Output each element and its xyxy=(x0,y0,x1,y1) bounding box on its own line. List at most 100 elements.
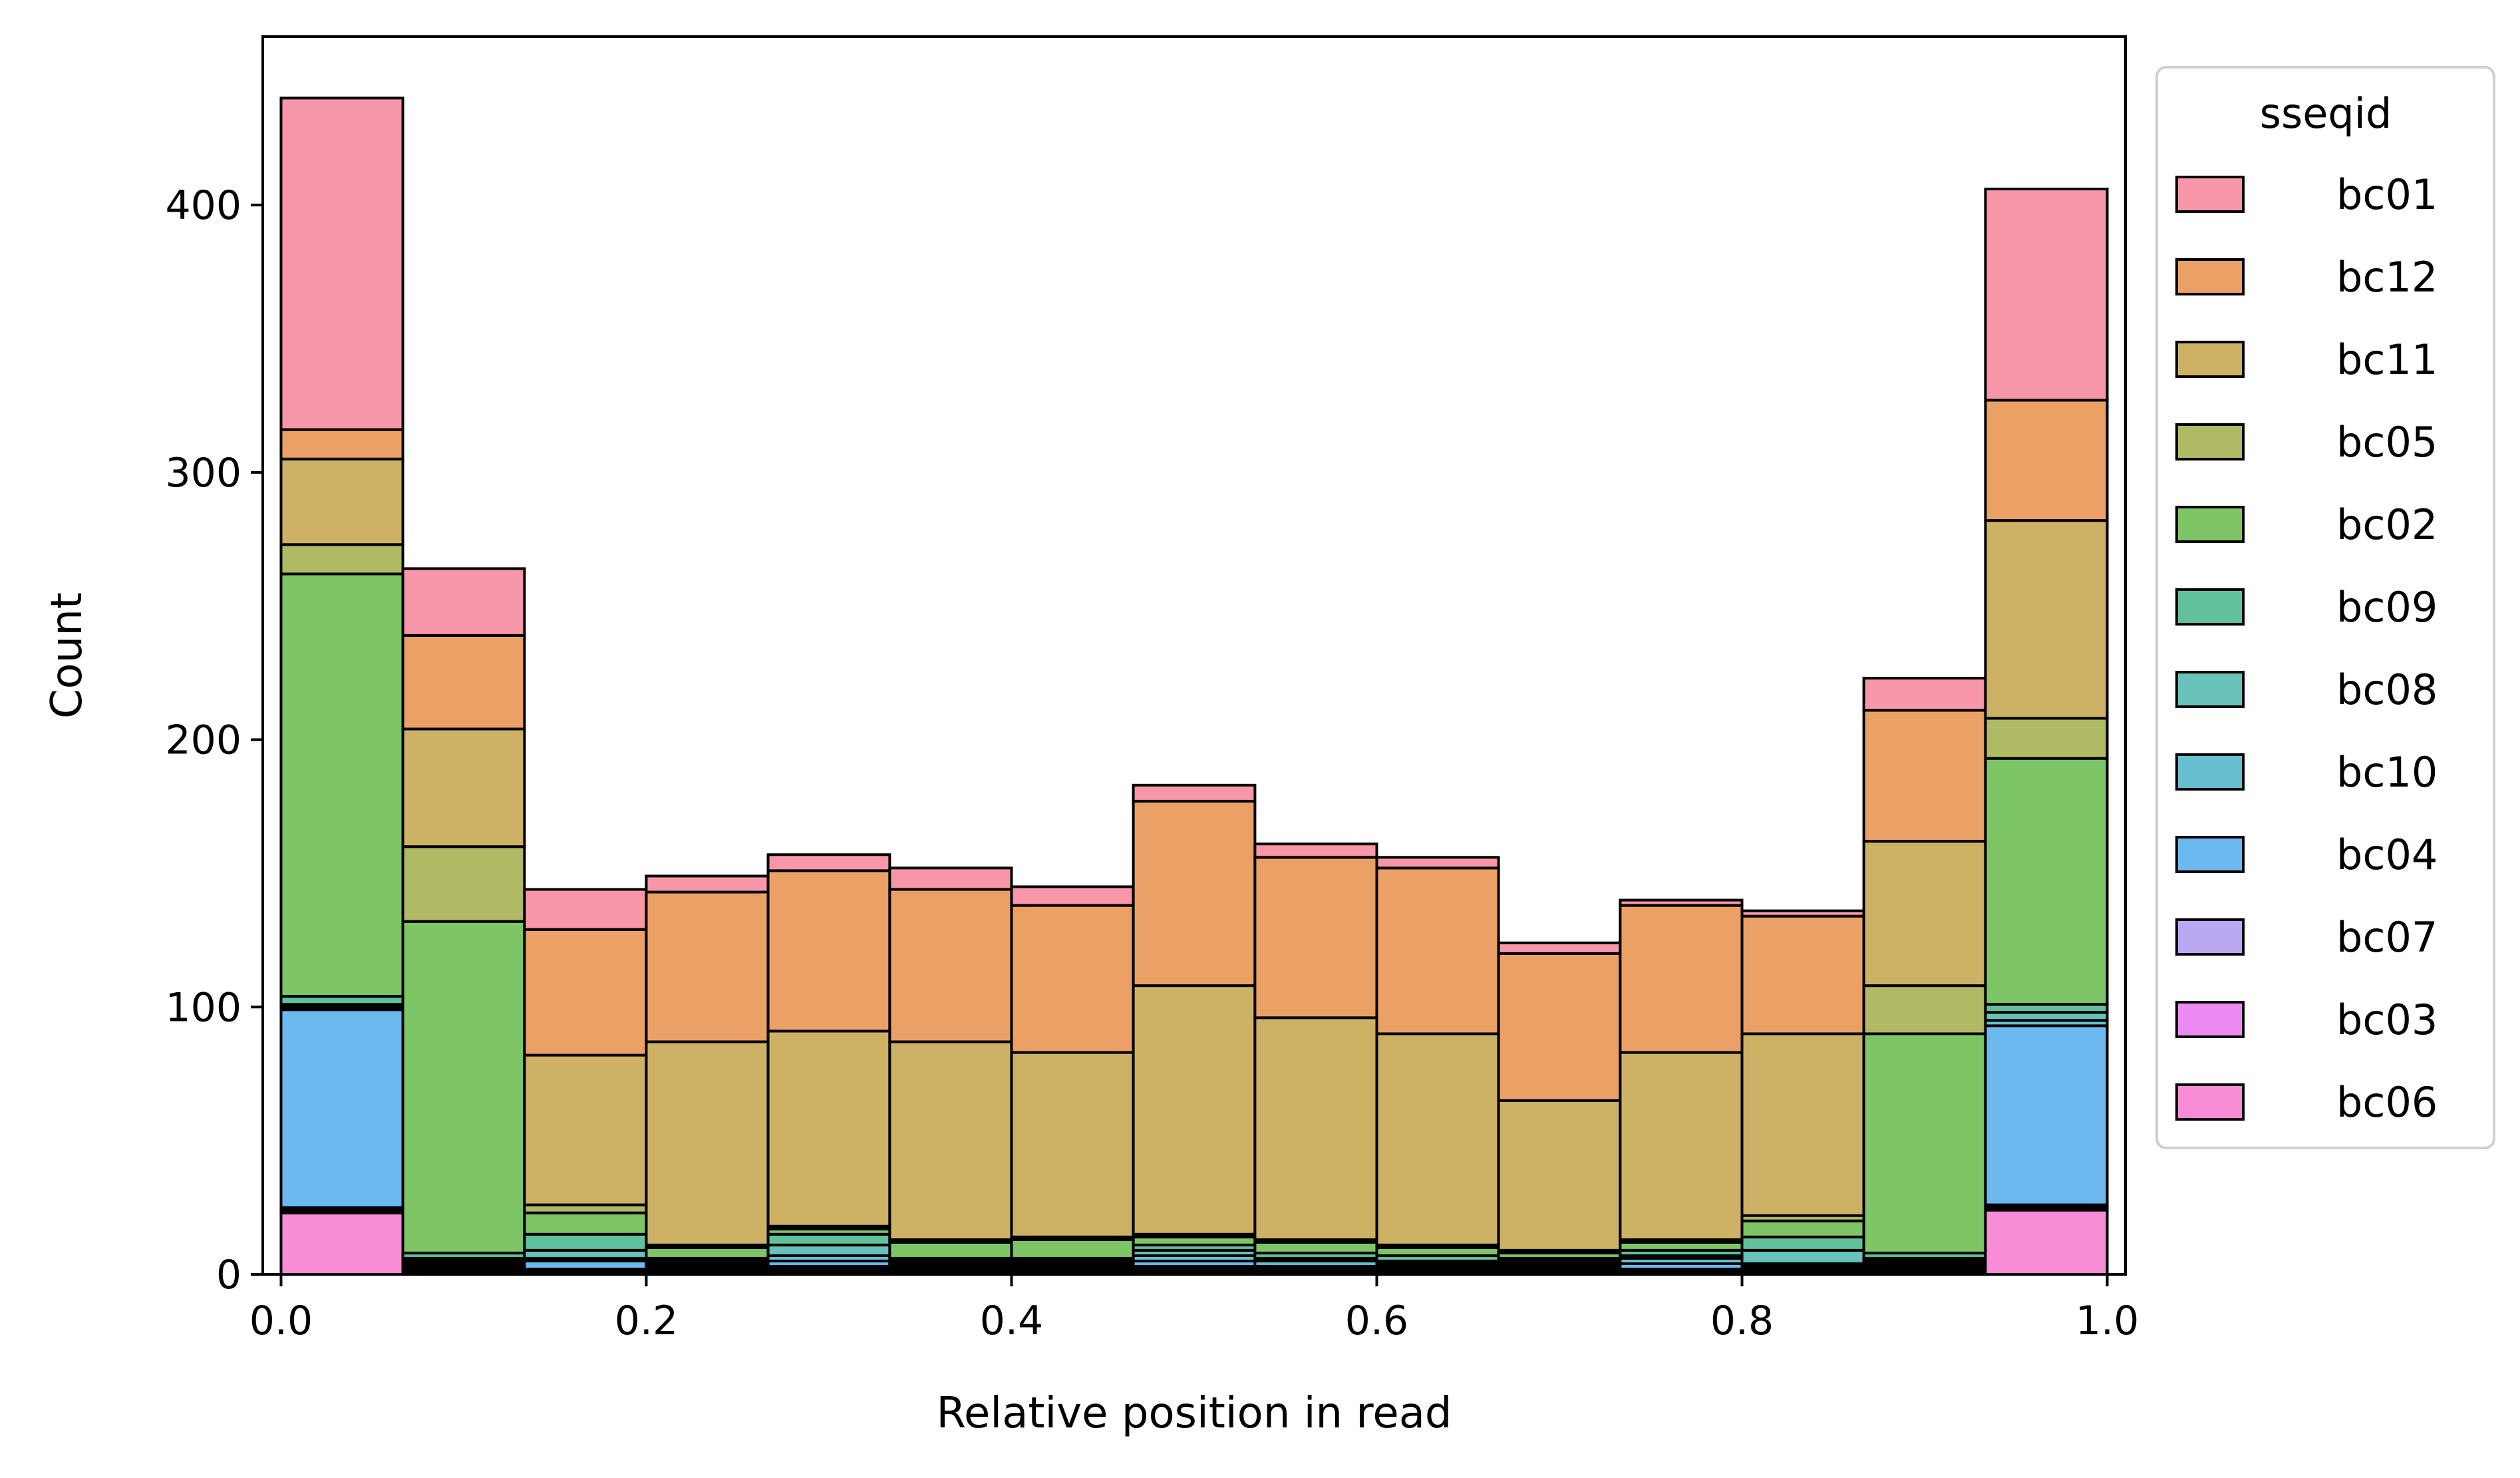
legend-label-bc06: bc06 xyxy=(2336,1078,2438,1127)
bar-bc01-bin-7 xyxy=(1010,885,1135,907)
bar-bc09-bin-13 xyxy=(1740,1235,1865,1252)
legend-label-bc01: bc01 xyxy=(2336,170,2438,219)
bar-bc12-bin-7 xyxy=(1010,904,1135,1054)
bar-bc02-bin-9 xyxy=(1253,1240,1378,1254)
legend-swatch-bc04 xyxy=(2175,836,2245,873)
y-axis-ticks: 0 100 200 300 400 xyxy=(165,182,263,1298)
bar-bc12-bin-8 xyxy=(1132,799,1257,988)
bar-bc12-bin-1 xyxy=(279,428,404,461)
bar-bc05-bin-2 xyxy=(401,845,526,923)
legend-label-bc09: bc09 xyxy=(2336,583,2438,632)
bar-bc11-bin-7 xyxy=(1010,1051,1135,1238)
bar-bc11-bin-10 xyxy=(1375,1032,1500,1246)
legend-frame xyxy=(2155,66,2495,1149)
legend-label-bc05: bc05 xyxy=(2336,418,2438,466)
bar-bc05-bin-15 xyxy=(1984,717,2109,760)
legend-swatch-bc07 xyxy=(2175,918,2245,956)
x-tick-label: 0.8 xyxy=(1710,1298,1774,1344)
bar-bc11-bin-5 xyxy=(766,1029,891,1228)
legend-swatch-bc10 xyxy=(2175,753,2245,791)
y-tick-label: 200 xyxy=(165,717,241,764)
bar-bc02-bin-15 xyxy=(1984,757,2109,1006)
bar-bc02-bin-4 xyxy=(645,1246,770,1260)
legend-items: bc01 bc12 bc11 bc05 bc02 bc09 bc08 bc10 bc04 bc07… xyxy=(2175,170,2438,1127)
legend-label-bc02: bc02 xyxy=(2336,500,2438,549)
bar-bc06-bin-1 xyxy=(279,1211,404,1276)
bar-bc11-bin-6 xyxy=(888,1040,1013,1241)
legend-label-bc04: bc04 xyxy=(2336,831,2438,879)
bar-bc01-bin-3 xyxy=(523,888,648,931)
histogram-bars xyxy=(279,96,2109,1276)
bar-bc04-bin-15 xyxy=(1984,1024,2109,1206)
bar-bc01-bin-5 xyxy=(766,853,891,872)
bar-bc01-bin-13 xyxy=(1740,909,1865,918)
x-tick-label: 0.4 xyxy=(980,1298,1043,1344)
legend-label-bc07: bc07 xyxy=(2336,913,2438,962)
legend-title: sseqid xyxy=(2260,89,2392,138)
bar-bc12-bin-13 xyxy=(1740,914,1865,1035)
bar-bc08-bin-5 xyxy=(766,1243,891,1257)
bar-bc01-bin-14 xyxy=(1862,677,1987,712)
bar-bc04-bin-1 xyxy=(279,1008,404,1209)
x-tick-label: 0.0 xyxy=(249,1298,313,1344)
bar-bc05-bin-14 xyxy=(1862,984,1987,1035)
bar-bc02-bin-6 xyxy=(888,1240,1013,1260)
bar-bc12-bin-15 xyxy=(1984,399,2109,522)
y-tick-label: 0 xyxy=(216,1252,241,1298)
legend: sseqid bc01bc12bc11bc05bc02bc09bc08bc10b… xyxy=(2155,66,2495,1149)
y-axis-label: Count xyxy=(43,592,92,719)
bar-bc12-bin-10 xyxy=(1375,866,1500,1035)
bar-bc11-bin-9 xyxy=(1253,1016,1378,1241)
bar-bc02-bin-14 xyxy=(1862,1032,1987,1254)
x-tick-label: 0.6 xyxy=(1345,1298,1408,1344)
bar-bc12-bin-11 xyxy=(1497,952,1622,1102)
bar-bc11-bin-11 xyxy=(1497,1099,1622,1252)
y-tick-label: 400 xyxy=(165,182,241,229)
bar-bc12-bin-2 xyxy=(401,634,526,731)
bar-bc01-bin-9 xyxy=(1253,842,1378,859)
bar-bc08-bin-13 xyxy=(1740,1248,1865,1265)
bar-bc01-bin-10 xyxy=(1375,856,1500,870)
bar-bc01-bin-1 xyxy=(279,96,404,431)
legend-swatch-bc09 xyxy=(2175,588,2245,626)
bar-bc02-bin-2 xyxy=(401,920,526,1254)
bar-bc11-bin-4 xyxy=(645,1040,770,1246)
bar-bc01-bin-12 xyxy=(1619,898,1744,907)
y-tick-label: 300 xyxy=(165,450,241,496)
bar-bc11-bin-13 xyxy=(1740,1032,1865,1217)
bar-bc12-bin-4 xyxy=(645,890,770,1043)
bar-bc12-bin-12 xyxy=(1619,904,1744,1054)
bar-bc11-bin-1 xyxy=(279,457,404,546)
bar-bc09-bin-3 xyxy=(523,1232,648,1252)
y-tick-label: 100 xyxy=(165,984,241,1031)
legend-label-bc11: bc11 xyxy=(2336,335,2438,384)
bar-bc12-bin-14 xyxy=(1862,709,1987,843)
bar-bc02-bin-13 xyxy=(1740,1219,1865,1238)
legend-label-bc10: bc10 xyxy=(2336,748,2438,797)
plot-area-frame xyxy=(261,35,2127,1276)
x-axis-ticks: 0.0 0.2 0.4 0.6 0.8 1.0 xyxy=(249,1274,2139,1344)
bar-bc06-bin-15 xyxy=(1984,1208,2109,1276)
bar-bc01-bin-15 xyxy=(1984,187,2109,402)
legend-swatch-bc12 xyxy=(2175,258,2245,295)
bar-bc02-bin-7 xyxy=(1010,1238,1135,1260)
bar-bc01-bin-6 xyxy=(888,866,1013,891)
x-axis-label: Relative position in read xyxy=(936,1389,1452,1438)
legend-swatch-bc02 xyxy=(2175,506,2245,543)
legend-label-bc03: bc03 xyxy=(2336,996,2438,1044)
x-tick-label: 0.2 xyxy=(615,1298,678,1344)
bar-bc05-bin-1 xyxy=(279,543,404,576)
bar-bc11-bin-14 xyxy=(1862,840,1987,988)
legend-label-bc12: bc12 xyxy=(2336,253,2438,301)
bar-bc01-bin-4 xyxy=(645,874,770,894)
bar-bc11-bin-8 xyxy=(1132,984,1257,1236)
bar-bc09-bin-5 xyxy=(766,1232,891,1246)
bar-bc11-bin-15 xyxy=(1984,519,2109,720)
bar-bc12-bin-6 xyxy=(888,888,1013,1043)
bar-bc02-bin-1 xyxy=(279,572,404,998)
legend-swatch-bc08 xyxy=(2175,671,2245,708)
bar-bc11-bin-3 xyxy=(523,1053,648,1206)
bar-bc12-bin-9 xyxy=(1253,856,1378,1019)
bar-bc02-bin-3 xyxy=(523,1211,648,1236)
